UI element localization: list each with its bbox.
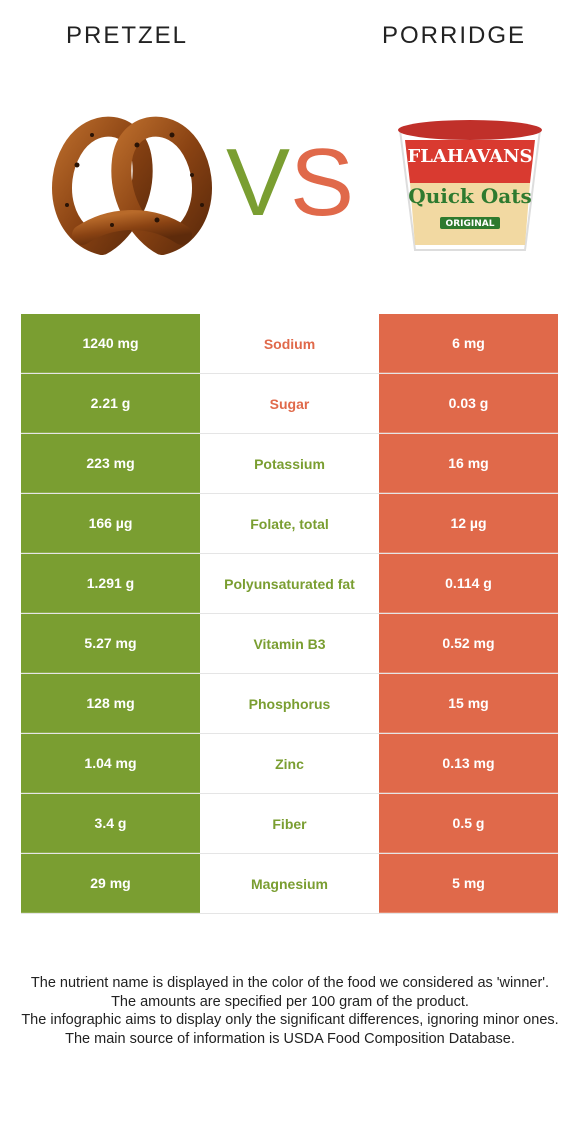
pretzel-value: 1.291 g: [21, 554, 200, 613]
comparison-table: 1240 mg Sodium 6 mg 2.21 g Sugar 0.03 g 223 mg…: [21, 314, 558, 914]
footer-line-source: The main source of information is USDA F…: [65, 1030, 515, 1047]
table-row: 5.27 mg Vitamin B3 0.52 mg: [21, 614, 558, 674]
porridge-brand-text: FLAHAVANS: [407, 146, 532, 167]
pretzel-value: 1240 mg: [21, 314, 200, 373]
vs-v: V: [225, 129, 290, 236]
table-row: 2.21 g Sugar 0.03 g: [21, 374, 558, 434]
porridge-value: 16 mg: [379, 434, 558, 493]
nutrient-name: Phosphorus: [200, 674, 379, 733]
table-row: 3.4 g Fiber 0.5 g: [21, 794, 558, 854]
porridge-value: 6 mg: [379, 314, 558, 373]
table-row: 1.291 g Polyunsaturated fat 0.114 g: [21, 554, 558, 614]
porridge-value: 0.13 mg: [379, 734, 558, 793]
vs-label: VS: [215, 128, 365, 238]
porridge-value: 0.5 g: [379, 794, 558, 853]
nutrient-name: Folate, total: [200, 494, 379, 553]
porridge-value: 15 mg: [379, 674, 558, 733]
pretzel-value: 223 mg: [21, 434, 200, 493]
nutrient-name: Sugar: [200, 374, 379, 433]
table-row: 1240 mg Sodium 6 mg: [21, 314, 558, 374]
pretzel-value: 5.27 mg: [21, 614, 200, 673]
pretzel-value: 166 µg: [21, 494, 200, 553]
pretzel-value: 3.4 g: [21, 794, 200, 853]
table-row: 128 mg Phosphorus 15 mg: [21, 674, 558, 734]
table-row: 1.04 mg Zinc 0.13 mg: [21, 734, 558, 794]
left-food-title: PRETZEL: [65, 22, 189, 49]
pretzel-value: 128 mg: [21, 674, 200, 733]
pretzel-value: 1.04 mg: [21, 734, 200, 793]
nutrient-name: Magnesium: [200, 854, 379, 913]
right-food-title: PORRIDGE: [381, 22, 526, 49]
footer-line-amounts: The amounts are specified per 100 gram o…: [111, 993, 469, 1010]
pretzel-image: [52, 116, 212, 255]
footer-line-winner: The nutrient name is displayed in the co…: [30, 975, 550, 991]
porridge-value: 0.114 g: [379, 554, 558, 613]
porridge-variant-text: ORIGINAL: [446, 219, 495, 229]
nutrient-name: Vitamin B3: [200, 614, 379, 673]
footer-notes: The nutrient name is displayed in the co…: [20, 974, 560, 1048]
porridge-value: 5 mg: [379, 854, 558, 913]
porridge-image: FLAHAVANS Quick Oats ORIGINAL: [398, 120, 542, 251]
porridge-value: 0.03 g: [379, 374, 558, 433]
table-row: 223 mg Potassium 16 mg: [21, 434, 558, 494]
table-row: 29 mg Magnesium 5 mg: [21, 854, 558, 914]
nutrient-name: Potassium: [200, 434, 379, 493]
nutrient-name: Fiber: [200, 794, 379, 853]
nutrient-name: Zinc: [200, 734, 379, 793]
nutrient-name: Polyunsaturated fat: [200, 554, 379, 613]
porridge-value: 12 µg: [379, 494, 558, 553]
footer-line-significance: The infographic aims to display only the…: [21, 1012, 559, 1028]
vs-s: S: [290, 129, 355, 236]
pretzel-value: 29 mg: [21, 854, 200, 913]
nutrient-name: Sodium: [200, 314, 379, 373]
table-row: 166 µg Folate, total 12 µg: [21, 494, 558, 554]
pretzel-value: 2.21 g: [21, 374, 200, 433]
porridge-product-text: Quick Oats: [408, 184, 531, 208]
porridge-value: 0.52 mg: [379, 614, 558, 673]
